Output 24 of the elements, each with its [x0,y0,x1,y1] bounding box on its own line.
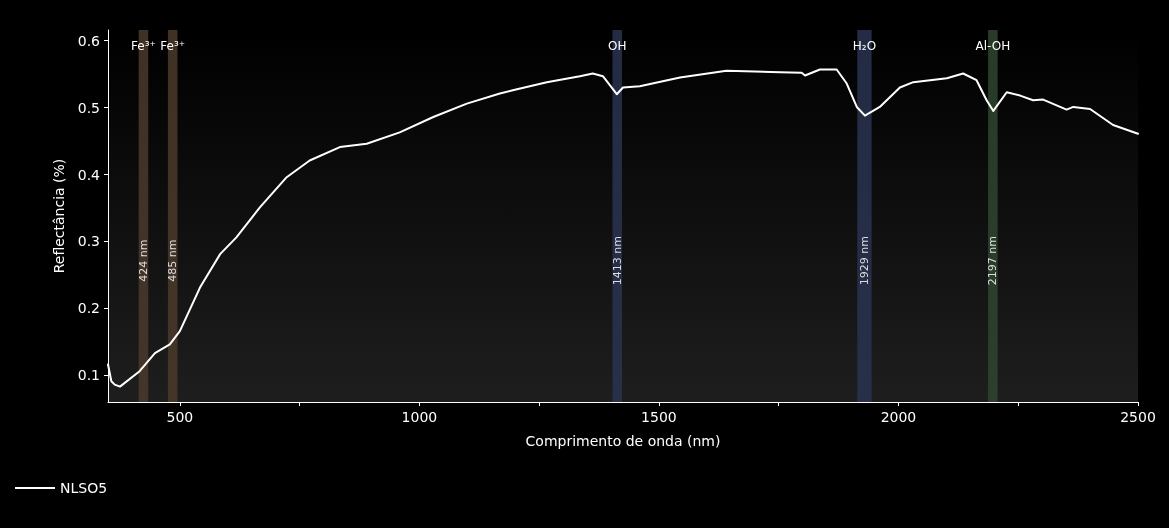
x-tick-label: 1500 [641,409,677,425]
annotation: 485 nm [166,239,180,282]
y-tick-label: 0.6 [77,32,101,49]
y-tick-label: 0.5 [77,99,100,116]
band-label: Fe³⁺ [131,39,156,53]
annotation: 1413 nm [610,236,624,286]
legend-label: NLSO5 [60,480,108,496]
annotation: 424 nm [136,239,150,282]
x-tick-label: 1000 [401,409,438,425]
y-tick-label: 0.4 [77,166,101,183]
band-label: Fe³⁺ [160,39,186,53]
band-label: OH [608,39,627,53]
annotation: 1929 nm [857,236,871,286]
x-tick-label: 2500 [1120,409,1156,425]
x-axis-title: Comprimento de onda (nm) [525,433,721,449]
x-tick-label: 500 [166,409,194,425]
band-label: Al-OH [975,39,1011,53]
band-label: H₂O [852,39,877,53]
x-tick-label: 2000 [880,409,917,425]
annotation: 2197 nm [986,236,1000,286]
y-axis-title: Reflectância (%) [51,158,67,274]
y-tick-label: 0.2 [77,300,100,317]
y-tick-label: 0.1 [77,367,100,384]
y-tick-label: 0.3 [77,233,100,250]
